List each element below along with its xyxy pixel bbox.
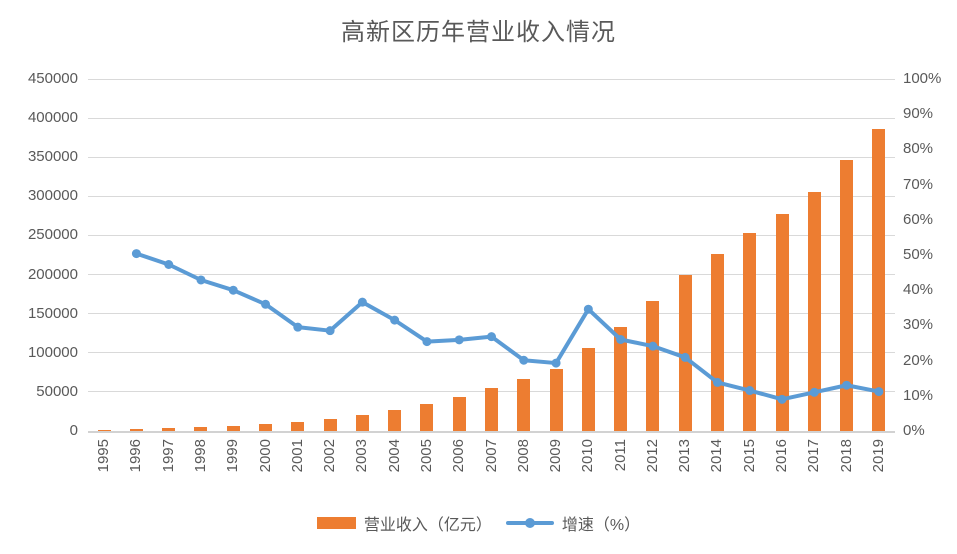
legend-item-revenue: 营业收入（亿元）	[316, 511, 492, 535]
bar-1999	[226, 425, 240, 431]
bar-2004	[388, 409, 402, 431]
right-axis-tick-label: 30%	[903, 316, 934, 334]
bar-2006	[452, 397, 466, 431]
left-axis-tick-label: 100000	[27, 343, 78, 361]
left-axis-tick-label: 400000	[27, 109, 78, 127]
left-axis-tick-label: 350000	[27, 148, 78, 166]
left-axis-tick-label: 250000	[27, 226, 78, 244]
gridline	[88, 78, 895, 80]
bar-2011	[614, 326, 628, 431]
bar-2015	[743, 233, 757, 431]
growth-line-marker	[680, 352, 690, 362]
bar-2000	[259, 423, 273, 431]
gridline	[88, 352, 895, 354]
bar-2018	[840, 159, 854, 431]
right-axis-tick-label: 80%	[903, 140, 934, 158]
gridline	[88, 156, 895, 158]
growth-line-marker	[325, 326, 335, 336]
right-axis-tick-label: 60%	[903, 210, 934, 228]
growth-series-label: 增速（%）	[561, 517, 641, 534]
growth-line-marker	[809, 387, 819, 397]
bar-2014	[710, 253, 724, 431]
growth-line-marker	[842, 380, 852, 390]
bar-2005	[420, 404, 434, 431]
left-axis-tick-label: 300000	[27, 187, 78, 205]
growth-line-marker	[196, 275, 206, 285]
chart-title: 高新区历年营业收入情况	[341, 18, 616, 46]
right-axis-tick-label: 50%	[903, 246, 934, 263]
bar-2007	[485, 388, 498, 431]
left-axis-tick-label: 0	[69, 422, 78, 439]
bar-2003	[355, 414, 369, 431]
bar-2016	[775, 213, 789, 431]
growth-line-marker	[293, 322, 303, 332]
growth-line-marker	[357, 297, 367, 307]
bar-2012	[646, 301, 660, 431]
bar-2009	[549, 369, 563, 431]
growth-line-marker	[228, 285, 238, 295]
growth-line	[134, 251, 881, 402]
growth-line-marker	[551, 358, 561, 368]
growth-line-marker	[616, 334, 626, 344]
bar-1996	[129, 429, 143, 431]
growth-line-marker	[745, 386, 755, 396]
right-axis-tick-label: 10%	[903, 386, 934, 404]
growth-line-marker	[131, 249, 141, 259]
left-axis-tick-label: 200000	[27, 265, 78, 283]
chart-legend: 营业收入（亿元） 增速（%）	[0, 510, 957, 536]
gridline	[88, 234, 895, 236]
right-axis-tick-label: 90%	[903, 105, 934, 123]
growth-line-marker	[454, 335, 464, 345]
left-axis-tick-label: 150000	[27, 304, 78, 322]
bar-1997	[162, 428, 176, 431]
growth-line-marker	[648, 341, 658, 351]
right-axis-tick-label: 0%	[903, 422, 925, 439]
growth-line-marker	[712, 377, 722, 387]
x-axis-line	[88, 431, 895, 433]
revenue-series-swatch	[316, 517, 356, 529]
bar-2002	[323, 419, 337, 431]
bar-2019	[872, 128, 886, 431]
growth-line-marker	[261, 299, 271, 309]
right-axis-tick-label: 70%	[903, 175, 934, 193]
growth-line-marker	[874, 387, 884, 397]
growth-line-marker	[519, 355, 529, 365]
growth-line-marker	[583, 304, 593, 314]
growth-series-dot-icon	[524, 518, 535, 528]
growth-line-marker	[487, 332, 496, 342]
bar-2001	[291, 421, 305, 431]
left-axis-tick-label: 50000	[36, 382, 78, 400]
gridline	[88, 195, 895, 197]
growth-line-marker	[164, 260, 174, 270]
growth-line-marker	[390, 315, 400, 325]
growth-line-marker	[777, 394, 787, 404]
bar-2017	[807, 191, 821, 431]
bar-2008	[517, 379, 531, 431]
gridline	[88, 313, 895, 315]
revenue-series-label: 营业收入（亿元）	[363, 517, 492, 534]
growth-series-line-marker	[505, 518, 554, 528]
growth-line-marker	[422, 337, 432, 347]
gridline	[88, 274, 895, 276]
bar-2010	[581, 348, 595, 431]
right-axis-tick-label: 20%	[903, 351, 934, 369]
legend-item-growth: 增速（%）	[505, 511, 641, 535]
bar-1995	[97, 429, 111, 431]
left-axis-tick-label: 450000	[27, 70, 78, 87]
right-axis-tick-label: 40%	[903, 281, 934, 299]
right-axis-tick-label: 100%	[903, 70, 942, 87]
gridline	[88, 117, 895, 119]
bar-1998	[194, 427, 208, 431]
